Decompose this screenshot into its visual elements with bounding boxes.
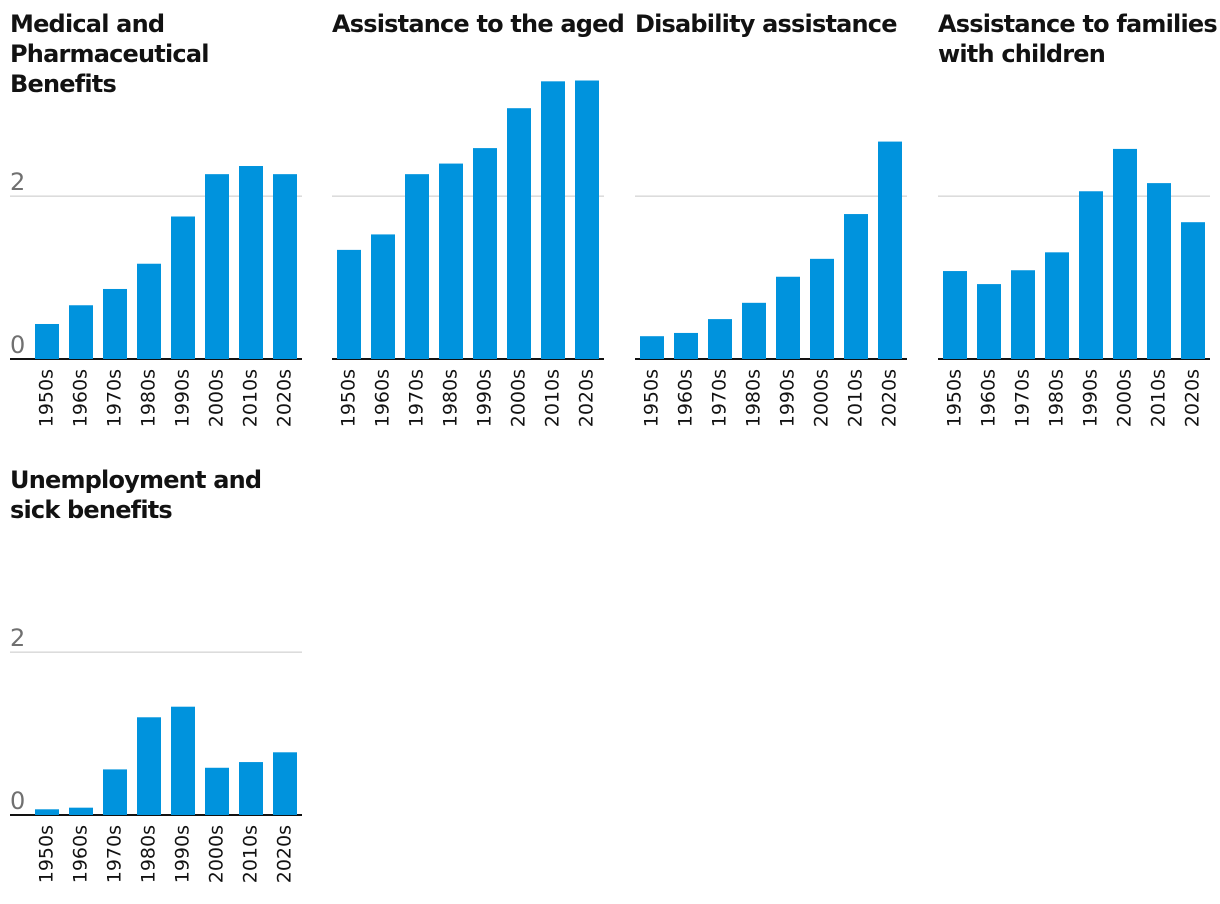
x-tick-label: 1970s [406, 369, 428, 427]
x-tick-label: 1950s [641, 369, 663, 427]
bar [541, 81, 565, 359]
x-tick-label: 1990s [1080, 369, 1102, 427]
bar [1113, 148, 1137, 359]
bar [137, 717, 161, 815]
bar [878, 141, 902, 359]
bar [205, 767, 229, 815]
chart-title: Assistance to families with children [938, 10, 1218, 68]
x-tick-label: 1950s [36, 369, 58, 427]
bar [337, 249, 361, 359]
x-tick-label: 2020s [879, 369, 901, 427]
bar [810, 258, 834, 359]
x-tick-label: 2010s [845, 369, 867, 427]
bar [35, 323, 59, 359]
x-tick-label: 1960s [70, 369, 92, 427]
x-tick-label: 1990s [474, 369, 496, 427]
x-tick-label: 2000s [508, 369, 530, 427]
x-tick-label: 2020s [1182, 369, 1204, 427]
bar [137, 263, 161, 359]
bar [640, 336, 664, 359]
x-tick-label: 2000s [1114, 369, 1136, 427]
x-tick-label: 1960s [978, 369, 1000, 427]
x-tick-label: 2000s [811, 369, 833, 427]
x-tick-label: 1970s [104, 369, 126, 427]
x-tick-label: 2010s [240, 825, 262, 883]
bar [171, 706, 195, 815]
chart-title: Unemployment and sick benefits [10, 466, 262, 524]
x-tick-label: 1950s [944, 369, 966, 427]
y-tick-label: 0 [10, 787, 25, 815]
y-tick-label: 2 [10, 168, 25, 196]
bar [273, 174, 297, 359]
x-tick-label: 2020s [274, 825, 296, 883]
x-tick-label: 2000s [206, 825, 228, 883]
x-tick-label: 1990s [172, 369, 194, 427]
x-tick-label: 2010s [542, 369, 564, 427]
bar [473, 148, 497, 359]
bar [439, 163, 463, 359]
bar [239, 762, 263, 815]
x-tick-label: 2010s [1148, 369, 1170, 427]
x-tick-label: 1980s [138, 369, 160, 427]
bar [103, 288, 127, 359]
x-tick-label: 1990s [777, 369, 799, 427]
x-tick-label: 2020s [576, 369, 598, 427]
y-tick-label: 0 [10, 331, 25, 359]
bar [708, 319, 732, 359]
x-tick-label: 1960s [70, 825, 92, 883]
chart-title: Assistance to the aged [332, 10, 625, 38]
bar [844, 214, 868, 359]
bar [239, 166, 263, 359]
x-tick-label: 1960s [372, 369, 394, 427]
bar [405, 174, 429, 359]
bar [742, 302, 766, 359]
x-tick-label: 1980s [1046, 369, 1068, 427]
x-tick-label: 1980s [743, 369, 765, 427]
bar [575, 80, 599, 359]
x-tick-label: 1980s [440, 369, 462, 427]
chart-title: Disability assistance [635, 10, 898, 38]
bar [273, 752, 297, 815]
bar [171, 216, 195, 359]
bar [674, 332, 698, 359]
bar [1147, 183, 1171, 359]
bar [205, 174, 229, 359]
bar [776, 276, 800, 359]
bar [1181, 222, 1205, 359]
x-tick-label: 1950s [36, 825, 58, 883]
bar [69, 807, 93, 815]
bar [1079, 191, 1103, 359]
x-tick-label: 1950s [338, 369, 360, 427]
y-tick-label: 2 [10, 624, 25, 652]
bar [507, 108, 531, 359]
bar [69, 305, 93, 359]
x-tick-label: 1970s [104, 825, 126, 883]
bar [35, 809, 59, 815]
x-tick-label: 1990s [172, 825, 194, 883]
x-tick-label: 1970s [709, 369, 731, 427]
x-tick-label: 2020s [274, 369, 296, 427]
x-tick-label: 1960s [675, 369, 697, 427]
bar [371, 234, 395, 359]
x-tick-label: 2010s [240, 369, 262, 427]
x-tick-label: 1970s [1012, 369, 1034, 427]
x-tick-label: 2000s [206, 369, 228, 427]
x-tick-label: 1980s [138, 825, 160, 883]
bar [977, 284, 1001, 359]
bar [103, 769, 127, 815]
bar [943, 271, 967, 359]
bar [1011, 270, 1035, 359]
chart-title: Medical and Pharmaceutical Benefits [10, 10, 209, 98]
bar [1045, 252, 1069, 359]
